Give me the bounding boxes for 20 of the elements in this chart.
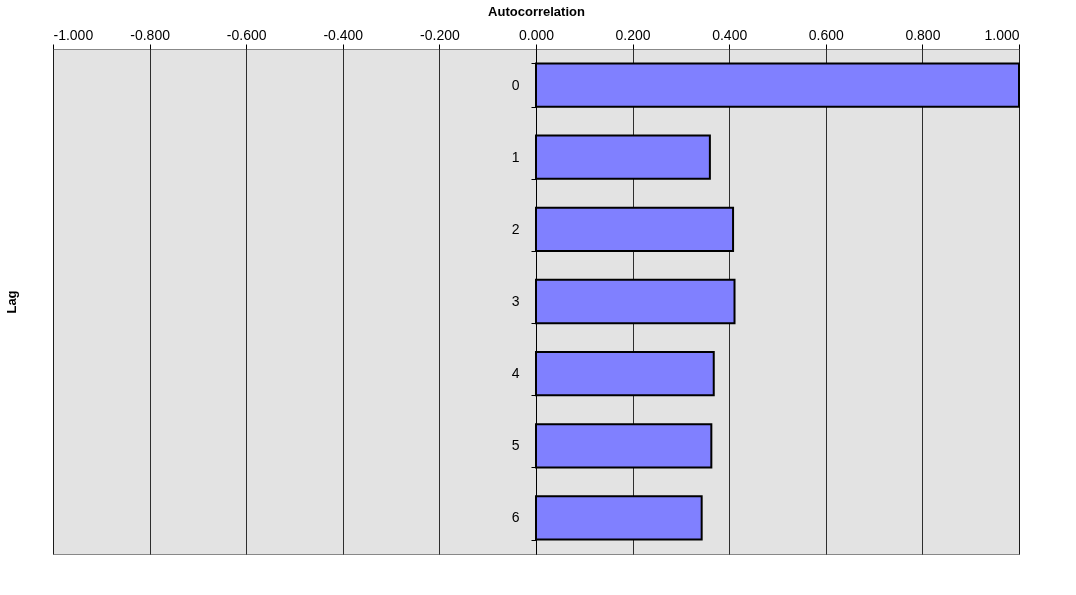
x-tick-label: 0.800 — [905, 26, 941, 43]
x-tick-label: 0.200 — [615, 26, 651, 43]
y-tick-label: 3 — [511, 293, 520, 309]
x-tick-label: -0.400 — [323, 26, 364, 43]
y-axis-title: Lag — [3, 290, 19, 314]
y-tick-label: 4 — [511, 365, 520, 382]
x-tick-label: -1.000 — [53, 26, 94, 43]
x-tick-label: 1.000 — [984, 26, 1020, 43]
x-tick-label: -0.200 — [420, 26, 460, 43]
x-axis-title: Autocorrelation — [488, 3, 585, 19]
x-tick-label: -0.800 — [130, 26, 171, 43]
x-tick-label: 0.000 — [518, 26, 555, 43]
y-tick-label: 6 — [511, 509, 520, 526]
y-tick-label: 1 — [511, 148, 520, 165]
x-tick-label: 0.600 — [808, 26, 845, 43]
y-tick-label: 5 — [511, 437, 520, 454]
x-tick-label: 0.400 — [712, 26, 748, 43]
y-tick-label: 2 — [511, 220, 520, 237]
x-tick-label: -0.600 — [226, 26, 267, 43]
y-tick-label: 0 — [511, 76, 520, 93]
